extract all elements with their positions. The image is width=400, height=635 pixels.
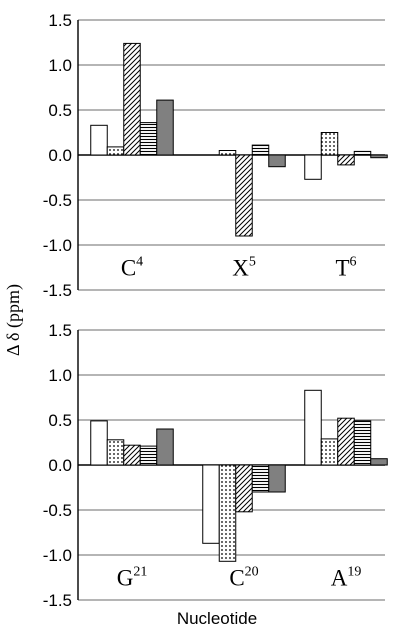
bar <box>156 428 174 466</box>
bar <box>202 464 220 544</box>
category-superscript: 6 <box>350 255 357 270</box>
y-tick-label: -1.5 <box>43 281 72 300</box>
y-tick-label: 0.0 <box>48 146 72 165</box>
bar <box>251 464 270 493</box>
bar <box>123 42 141 156</box>
category-label: C20 <box>229 565 258 591</box>
bar <box>268 464 286 493</box>
category-label: G21 <box>117 565 148 591</box>
bar <box>268 154 286 168</box>
category-label: A19 <box>331 565 362 591</box>
y-tick-label: 0.5 <box>48 411 72 430</box>
category-superscript: 19 <box>347 565 361 580</box>
y-tick-label: -1.0 <box>43 236 72 255</box>
y-tick-label: -1.5 <box>43 591 72 610</box>
category-base: C <box>121 256 136 281</box>
bar <box>156 99 174 156</box>
y-tick-label: -0.5 <box>43 501 72 520</box>
y-tick-label: 1.5 <box>48 11 72 30</box>
y-tick-label: 1.0 <box>48 366 72 385</box>
bar <box>218 150 237 156</box>
bar <box>235 464 253 513</box>
bar <box>106 439 125 466</box>
bar <box>370 458 388 466</box>
category-label: C4 <box>121 255 143 281</box>
y-tick-label: 0.0 <box>48 456 72 475</box>
category-base: X <box>232 256 249 281</box>
y-tick-label: 1.5 <box>48 321 72 340</box>
bar <box>337 154 355 166</box>
y-axis-label: Δ δ (ppm) <box>3 284 24 356</box>
y-tick-label: -1.0 <box>43 546 72 565</box>
bar <box>90 420 108 466</box>
x-axis-label: Nucleotide <box>177 609 257 628</box>
bar <box>235 154 253 237</box>
category-label: T6 <box>335 255 356 281</box>
y-tick-label: 0.5 <box>48 101 72 120</box>
category-superscript: 4 <box>136 255 143 270</box>
bar <box>139 445 158 466</box>
y-tick-label: -0.5 <box>43 191 72 210</box>
bar <box>90 124 108 156</box>
bar <box>139 122 158 156</box>
bar <box>320 132 339 156</box>
bar <box>218 464 237 562</box>
bar <box>251 144 270 156</box>
category-label: X5 <box>232 255 256 281</box>
bar <box>106 146 125 156</box>
bar <box>304 389 322 466</box>
bar <box>337 417 355 466</box>
category-base: G <box>117 566 134 591</box>
bar <box>304 154 322 180</box>
y-tick-label: 1.0 <box>48 56 72 75</box>
bar <box>320 438 339 466</box>
category-base: A <box>331 566 348 591</box>
bar <box>370 154 388 159</box>
bar <box>123 444 141 466</box>
category-superscript: 5 <box>249 255 256 270</box>
category-superscript: 20 <box>245 565 259 580</box>
category-superscript: 21 <box>133 565 147 580</box>
category-base: C <box>229 566 244 591</box>
category-base: T <box>335 256 349 281</box>
bar <box>353 150 372 156</box>
bar <box>353 420 372 466</box>
